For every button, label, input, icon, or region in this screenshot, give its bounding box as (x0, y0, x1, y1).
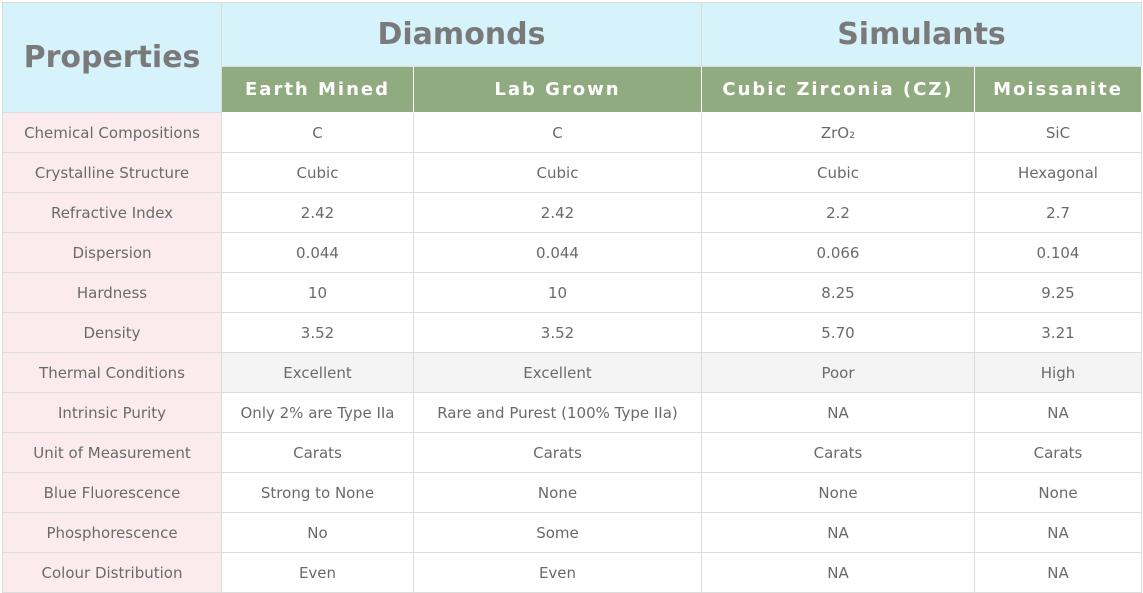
property-label: Dispersion (2, 232, 222, 273)
table-cell: Cubic (413, 152, 702, 193)
table-body: Chemical Compositions C C ZrO₂ SiC Crystallin… (2, 112, 1142, 593)
column-header: Moissanite (974, 66, 1142, 113)
table-cell: 9.25 (974, 272, 1142, 313)
property-label: Intrinsic Purity (2, 392, 222, 433)
property-label: Colour Distribution (2, 552, 222, 593)
property-label: Phosphorescence (2, 512, 222, 553)
table-cell: NA (974, 512, 1142, 553)
table-cell: NA (701, 392, 975, 433)
table-cell: NA (701, 552, 975, 593)
table-cell: Cubic (221, 152, 414, 193)
table-cell: 2.42 (413, 192, 702, 233)
table-row: Density 3.52 3.52 5.70 3.21 (2, 312, 1142, 353)
table-row: Intrinsic Purity Only 2% are Type IIa Rare… (2, 392, 1142, 433)
table-cell: Strong to None (221, 472, 414, 513)
table-cell: None (701, 472, 975, 513)
table-cell: Even (221, 552, 414, 593)
table-cell: NA (701, 512, 975, 553)
table-cell: Excellent (413, 352, 702, 393)
table-header: Properties Diamonds Simulants Earth Mine… (2, 2, 1142, 113)
table-cell: 2.7 (974, 192, 1142, 233)
table-cell: Carats (974, 432, 1142, 473)
table-cell: Even (413, 552, 702, 593)
table-cell: 10 (221, 272, 414, 313)
table-cell: Hexagonal (974, 152, 1142, 193)
table-cell: None (413, 472, 702, 513)
table-cell: Cubic (701, 152, 975, 193)
table-cell: No (221, 512, 414, 553)
table-cell: C (413, 112, 702, 153)
table-cell: Some (413, 512, 702, 553)
table-row: Colour Distribution Even Even NA NA (2, 552, 1142, 593)
table-cell: 3.52 (221, 312, 414, 353)
header-row: Properties Diamonds Simulants (2, 2, 1142, 113)
table-cell: 5.70 (701, 312, 975, 353)
table-row: Blue Fluorescence Strong to None None None N… (2, 472, 1142, 513)
table-row: Hardness 10 10 8.25 9.25 (2, 272, 1142, 313)
table-row: Dispersion 0.044 0.044 0.066 0.104 (2, 232, 1142, 273)
property-label: Crystalline Structure (2, 152, 222, 193)
table-cell: 0.104 (974, 232, 1142, 273)
table-cell: 8.25 (701, 272, 975, 313)
table-row: Crystalline Structure Cubic Cubic Cubic Hexa… (2, 152, 1142, 193)
table-cell: Excellent (221, 352, 414, 393)
table-cell: Carats (413, 432, 702, 473)
table-cell: High (974, 352, 1142, 393)
table-cell: Rare and Purest (100% Type IIa) (413, 392, 702, 433)
group-header: Diamonds (221, 2, 702, 67)
property-label: Hardness (2, 272, 222, 313)
table-cell: NA (974, 392, 1142, 433)
property-label: Unit of Measurement (2, 432, 222, 473)
table-row: Chemical Compositions C C ZrO₂ SiC (2, 112, 1142, 153)
table-row: Thermal Conditions Excellent Excellent Poor… (2, 352, 1142, 393)
table-row: Refractive Index 2.42 2.42 2.2 2.7 (2, 192, 1142, 233)
group-header: Simulants (701, 2, 1142, 67)
column-header: Lab Grown (413, 66, 702, 113)
table-cell: 3.21 (974, 312, 1142, 353)
table-cell: Poor (701, 352, 975, 393)
column-header: Cubic Zirconia (CZ) (701, 66, 975, 113)
column-header: Earth Mined (221, 66, 414, 113)
header-row: Earth Mined Lab Grown Cubic Zirconia (CZ… (3, 66, 1142, 113)
table-cell: None (974, 472, 1142, 513)
table-cell: 0.044 (221, 232, 414, 273)
table-cell: C (221, 112, 414, 153)
property-label: Blue Fluorescence (2, 472, 222, 513)
properties-header: Properties (2, 2, 222, 113)
property-label: Refractive Index (2, 192, 222, 233)
table-cell: Carats (701, 432, 975, 473)
table-cell: SiC (974, 112, 1142, 153)
table-cell: 2.42 (221, 192, 414, 233)
table-row: Unit of Measurement Carats Carats Carats Car… (2, 432, 1142, 473)
table-row: Phosphorescence No Some NA NA (2, 512, 1142, 553)
table-cell: 0.044 (413, 232, 702, 273)
property-label: Density (2, 312, 222, 353)
table-cell: 3.52 (413, 312, 702, 353)
table-cell: ZrO₂ (701, 112, 975, 153)
table-cell: 2.2 (701, 192, 975, 233)
property-label: Chemical Compositions (2, 112, 222, 153)
property-label: Thermal Conditions (2, 352, 222, 393)
table-cell: Only 2% are Type IIa (221, 392, 414, 433)
table-cell: 0.066 (701, 232, 975, 273)
table-cell: Carats (221, 432, 414, 473)
table-cell: NA (974, 552, 1142, 593)
table-cell: 10 (413, 272, 702, 313)
